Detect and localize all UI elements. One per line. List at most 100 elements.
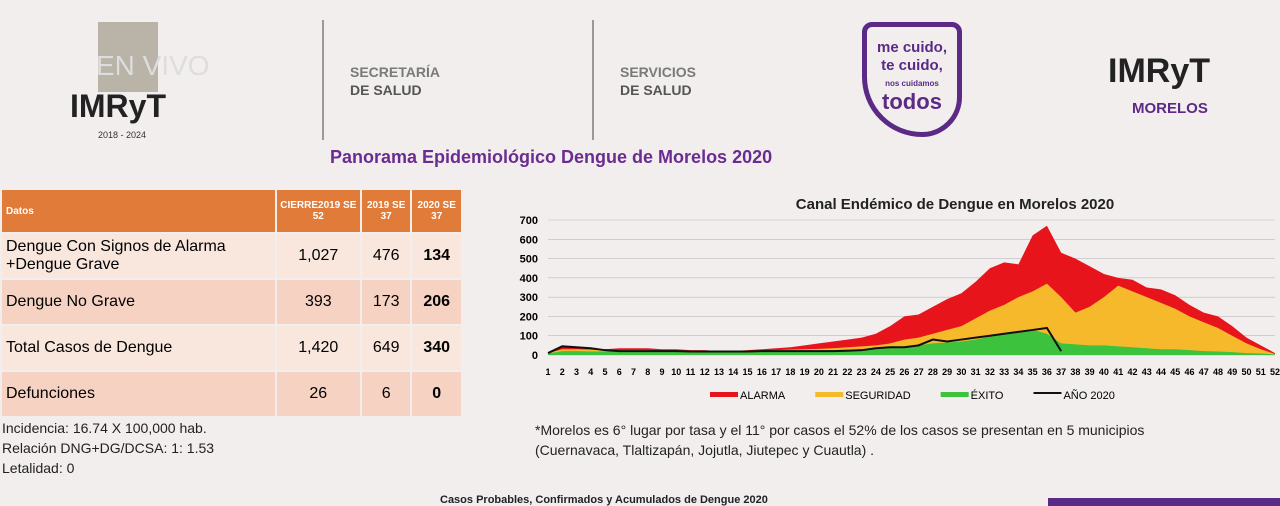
logo-text: IMRyT [70, 88, 166, 124]
slogan-line: nos cuidamos [885, 79, 939, 88]
data-table: Datos CIERRE2019 SE 52 2019 SE 37 2020 SE 3… [0, 188, 463, 418]
state: MORELOS [1132, 100, 1208, 117]
secretaria: SECRETARÍA DE SALUD [350, 63, 440, 99]
bar-decoration [1048, 498, 1280, 506]
x-tick-label: 41 [1113, 367, 1123, 377]
x-tick-label: 21 [828, 367, 838, 377]
table-cell: 26 [274, 370, 362, 418]
table-cell: 476 [359, 232, 413, 280]
x-tick-label: 29 [942, 367, 952, 377]
serv-line: SERVICIOS [620, 64, 696, 80]
sec-line: SECRETARÍA [350, 64, 440, 80]
x-tick-label: 22 [842, 367, 852, 377]
x-tick-label: 26 [899, 367, 909, 377]
table-cell: 649 [359, 324, 413, 372]
slogan-line: todos [882, 89, 942, 114]
x-tick-label: 10 [671, 367, 681, 377]
x-tick-label: 12 [700, 367, 710, 377]
table-row: Defunciones 26 6 0 [0, 370, 463, 418]
x-tick-label: 8 [645, 367, 650, 377]
x-tick-label: 40 [1099, 367, 1109, 377]
x-tick-label: 44 [1156, 367, 1166, 377]
divider [592, 20, 594, 140]
line [547, 326, 1063, 354]
x-tick-label: 16 [757, 367, 767, 377]
x-tick-label: 36 [1042, 367, 1052, 377]
table-cell: 1,420 [274, 324, 362, 372]
notes: Incidencia: 16.74 X 100,000 hab. Relación… [2, 418, 214, 478]
x-tick-label: 23 [857, 367, 867, 377]
x-tick-label: 17 [771, 367, 781, 377]
header-row: Datos CIERRE2019 SE 52 2019 SE 37 2020 SE 3… [0, 188, 463, 234]
table-cell: Defunciones [0, 370, 277, 418]
x-tick-label: 50 [1241, 367, 1251, 377]
x-tick-label: 15 [743, 367, 753, 377]
legend-swatch [1033, 392, 1062, 394]
area [548, 283, 1275, 355]
period: 2018 - 2024 [98, 130, 147, 140]
legend-label: ALARMA [740, 390, 786, 402]
x-tick-label: 33 [999, 367, 1009, 377]
note: Letalidad: 0 [2, 460, 75, 476]
y-tick-label: 500 [520, 254, 538, 266]
bottom-title: Casos Probables, Confirmados y Acumulado… [440, 494, 768, 506]
header-cell: Datos [0, 188, 277, 234]
x-tick-label: 46 [1184, 367, 1194, 377]
x-tick-label: 38 [1070, 367, 1080, 377]
x-tick-label: 35 [1028, 367, 1038, 377]
legend-swatch [815, 392, 844, 397]
x-tick-label: 9 [660, 367, 665, 377]
logo-text: IMRyT [1108, 52, 1210, 90]
x-tick-label: 47 [1199, 367, 1209, 377]
x-tick-label: 42 [1127, 367, 1137, 377]
x-tick-label: 20 [814, 367, 824, 377]
table-cell: 206 [410, 278, 463, 326]
x-tick-label: 13 [714, 367, 724, 377]
x-tick-label: 6 [617, 367, 622, 377]
y-tick-label: 400 [520, 273, 538, 285]
table-row: Dengue Con Signos de Alarma +Dengue Grav… [0, 232, 463, 280]
y-tick-label: 700 [520, 215, 538, 227]
slide-title: Panorama Epidemiológico Dengue de Morelo… [330, 147, 773, 167]
x-tick-label: 1 [545, 367, 550, 377]
x-tick-label: 3 [574, 367, 579, 377]
x-tick-label: 32 [985, 367, 995, 377]
x-tick-label: 25 [885, 367, 895, 377]
footnote: *Morelos es 6° lugar por tasa y el 11° p… [535, 420, 1144, 460]
table-cell: 6 [359, 370, 413, 418]
x-tick-label: 43 [1142, 367, 1152, 377]
x-tick-label: 31 [971, 367, 981, 377]
table-cell: 393 [274, 278, 362, 326]
note: Incidencia: 16.74 X 100,000 hab. [2, 420, 207, 436]
table-cell: 340 [410, 324, 463, 372]
servicios: SERVICIOS DE SALUD [620, 63, 696, 99]
x-tick-label: 52 [1270, 367, 1280, 377]
x-tick-label: 19 [800, 367, 810, 377]
x-tick-label: 51 [1256, 367, 1266, 377]
x-tick-label: 2 [560, 367, 565, 377]
y-tick-label: 600 [520, 234, 538, 246]
x-tick-label: 18 [785, 367, 795, 377]
header-cell: CIERRE2019 SE 52 [274, 188, 362, 234]
logo-image [98, 22, 158, 92]
x-tick-label: 14 [728, 367, 738, 377]
y-tick-label: 100 [520, 331, 538, 343]
chart-title: Canal Endémico de Dengue en Morelos 2020 [796, 196, 1114, 213]
table-cell: 0 [410, 370, 463, 418]
footnote-line: *Morelos es 6° lugar por tasa y el 11° p… [535, 422, 1145, 438]
x-tick-label: 45 [1170, 367, 1180, 377]
x-tick-label: 4 [588, 367, 593, 377]
table-row: Total Casos de Dengue 1,420 649 340 [0, 324, 463, 372]
x-tick-label: 27 [914, 367, 924, 377]
area [548, 329, 1275, 355]
x-tick-label: 5 [603, 367, 608, 377]
footnote-line: (Cuernavaca, Tlaltizapán, Jojutla, Jiute… [535, 442, 875, 458]
legend-label: SEGURIDAD [845, 390, 910, 402]
x-tick-label: 48 [1213, 367, 1223, 377]
x-tick-label: 28 [928, 367, 938, 377]
table-cell: 173 [359, 278, 413, 326]
x-tick-label: 39 [1085, 367, 1095, 377]
table-row: Dengue No Grave 393 173 206 [0, 278, 463, 326]
sec-line: DE SALUD [350, 82, 422, 98]
x-tick-label: 7 [631, 367, 636, 377]
